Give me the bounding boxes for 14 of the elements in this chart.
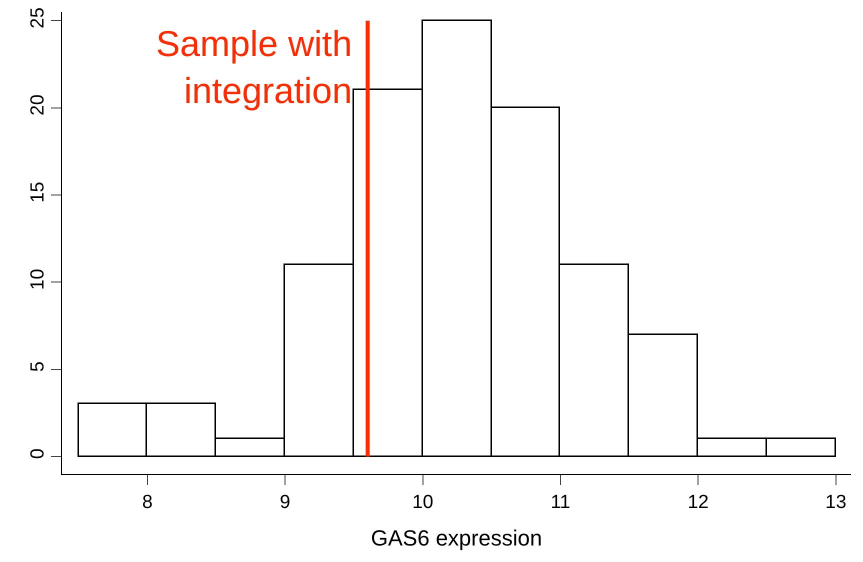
x-tick-label: 8: [142, 492, 153, 513]
ref-line-label: Sample with integration: [156, 23, 352, 111]
x-tick-label: 9: [280, 492, 290, 513]
y-tick-label: 5: [27, 361, 48, 372]
y-tick-label: 20: [27, 94, 48, 116]
x-tick-label: 11: [550, 492, 570, 513]
x-tick-label: 10: [412, 492, 434, 513]
y-tick-label: 10: [27, 268, 48, 290]
y-tick-label: 15: [27, 182, 48, 203]
y-tick-label: 25: [27, 7, 48, 28]
x-tick-label: 12: [688, 492, 709, 513]
y-tick-label: 0: [27, 448, 48, 460]
x-tick-label: 13: [825, 492, 846, 513]
x-axis-title: GAS6 expression: [370, 526, 542, 551]
